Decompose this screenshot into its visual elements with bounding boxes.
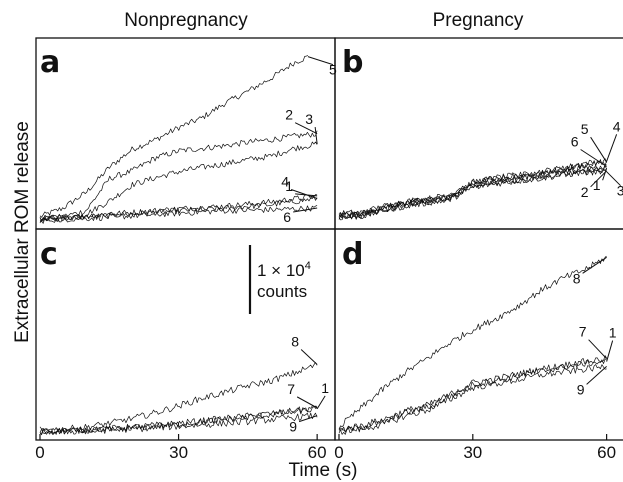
trace-b-6-label: 6	[571, 134, 579, 150]
trace-d-1-arrow	[606, 340, 614, 362]
x-tick-label-d-60: 60	[597, 443, 616, 462]
trace-b-6-arrow	[580, 149, 607, 167]
trace-a-1-arrow	[295, 193, 318, 197]
panel-a-letter: a	[40, 45, 60, 80]
trace-d-9-arrow	[586, 366, 607, 385]
trace-d-7-label: 7	[579, 324, 587, 340]
trace-d-1-label: 1	[609, 325, 617, 341]
trace-c-7-label: 7	[287, 381, 295, 397]
trace-b-5-label: 5	[581, 121, 589, 137]
trace-c-9-arrow	[298, 415, 318, 423]
panel-c-letter: c	[40, 237, 58, 272]
trace-a-5	[39, 55, 309, 218]
trace-a-6-arrow	[293, 207, 318, 213]
x-tick-label-c-0: 0	[35, 443, 44, 462]
scale-bar-unit: counts	[257, 282, 307, 301]
trace-a-2-label: 2	[285, 107, 293, 123]
trace-c-1	[39, 405, 318, 435]
column-title-pregnancy: Pregnancy	[433, 10, 524, 31]
trace-c-7-arrow	[296, 396, 318, 409]
trace-a-2-arrow	[294, 122, 318, 135]
trace-a-6-label: 6	[283, 209, 291, 225]
trace-b-5	[338, 160, 607, 217]
trace-d-7-arrow	[588, 339, 607, 360]
trace-d-7	[338, 355, 607, 432]
scale-bar: 1 × 104 counts	[248, 245, 311, 314]
x-tick-label-c-60: 60	[308, 443, 327, 462]
trace-b-5-arrow	[590, 136, 608, 163]
trace-b-2-label: 2	[581, 184, 589, 200]
panel-b-letter: b	[342, 45, 363, 80]
trace-c-8	[39, 362, 318, 433]
column-title-nonpregnancy: Nonpregnancy	[124, 10, 248, 31]
trace-b-3-label: 3	[617, 183, 623, 199]
trace-b-3	[338, 168, 607, 221]
trace-c-1-arrow	[316, 395, 326, 410]
trace-b-4-label: 4	[613, 118, 621, 134]
panel-d: d 8 7 1 9 0 30 60	[334, 228, 623, 462]
trace-d-1	[338, 358, 607, 434]
trace-c-9	[39, 412, 318, 436]
trace-a-2	[39, 130, 318, 222]
trace-d-8-label: 8	[573, 270, 581, 286]
trace-a-4	[39, 195, 318, 223]
trace-a-3-arrow	[314, 126, 318, 145]
trace-c-9-label: 9	[289, 419, 297, 435]
trace-a-3-label: 3	[305, 111, 313, 127]
x-tick-label-d-30: 30	[463, 443, 482, 462]
trace-b-1-label: 1	[593, 177, 601, 193]
panel-d-frame	[334, 228, 623, 441]
trace-d-8-arrow	[582, 256, 607, 274]
y-axis-label: Extracellular ROM release	[12, 121, 33, 343]
panel-d-letter: d	[342, 237, 363, 272]
trace-b-3-arrow	[606, 171, 621, 187]
trace-a-4-arrow	[290, 189, 318, 199]
trace-b-4-arrow	[606, 134, 618, 162]
trace-b-2-arrow	[590, 170, 607, 188]
trace-d-9-label: 9	[577, 381, 585, 397]
trace-a-4-label: 4	[281, 174, 289, 190]
panel-c: c 8 7 1 9 0 30 60	[35, 228, 336, 462]
trace-d-8	[338, 255, 607, 430]
panel-b: b 4 56 12 3	[334, 37, 623, 230]
scale-bar-label: 1 × 104	[257, 260, 311, 280]
x-axis-label: Time (s)	[289, 460, 358, 481]
trace-a-1	[39, 194, 318, 222]
trace-c-1-label: 1	[321, 380, 329, 396]
panel-a-frame	[35, 37, 336, 230]
trace-a-5-label: 5	[329, 62, 337, 78]
trace-d-9	[338, 364, 607, 435]
x-tick-label-c-30: 30	[169, 443, 188, 462]
trace-a-5-arrow	[307, 56, 334, 66]
trace-c-8-arrow	[300, 349, 318, 365]
trace-a-6	[39, 205, 318, 224]
trace-a-1-label: 1	[285, 178, 293, 194]
trace-c-8-label: 8	[291, 333, 299, 349]
trace-b-2	[338, 168, 607, 220]
panel-a: a 5 2 3 41 6	[35, 37, 337, 230]
x-tick-label-d-0: 0	[334, 443, 343, 462]
